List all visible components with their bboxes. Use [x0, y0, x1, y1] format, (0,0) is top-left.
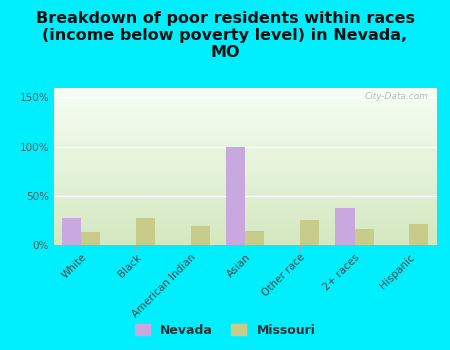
Bar: [300, 220, 319, 245]
Bar: [335, 208, 355, 245]
Legend: Nevada, Missouri: Nevada, Missouri: [131, 320, 319, 340]
Bar: [355, 229, 374, 245]
Bar: [136, 218, 155, 245]
Bar: [81, 232, 100, 245]
Text: 2+ races: 2+ races: [321, 252, 362, 292]
Bar: [226, 147, 245, 245]
Text: City-Data.com: City-Data.com: [365, 92, 429, 101]
Text: White: White: [60, 252, 88, 281]
Text: Breakdown of poor residents within races
(income below poverty level) in Nevada,: Breakdown of poor residents within races…: [36, 10, 414, 60]
Text: Asian: Asian: [225, 252, 252, 279]
Bar: [245, 231, 265, 245]
Bar: [62, 218, 81, 245]
Text: American Indian: American Indian: [130, 252, 198, 319]
Bar: [409, 224, 428, 245]
Bar: [191, 226, 210, 245]
Text: Hispanic: Hispanic: [378, 252, 416, 290]
Text: Other race: Other race: [261, 252, 307, 299]
Text: Black: Black: [116, 252, 143, 279]
